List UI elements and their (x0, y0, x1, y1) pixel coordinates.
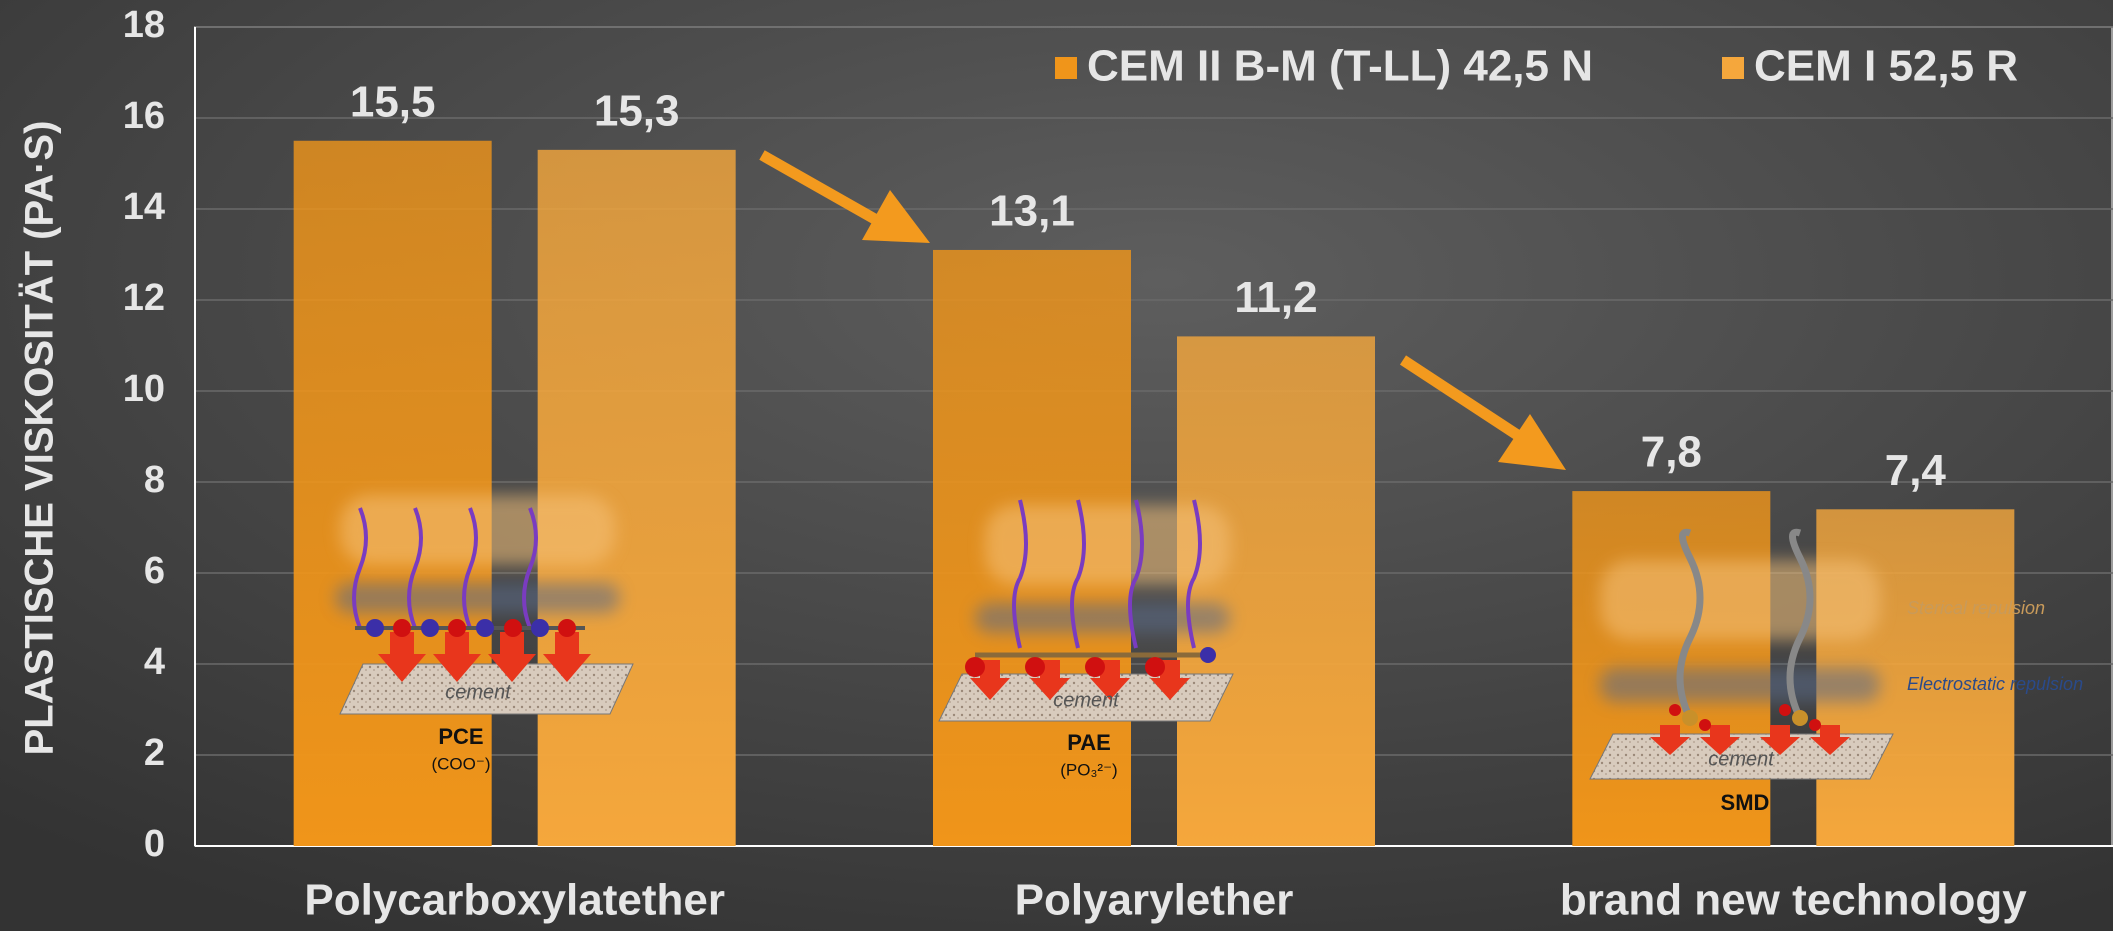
x-tick-label: Polycarboxylatether (304, 876, 725, 925)
arrow (759, 150, 883, 227)
arrow (1399, 355, 1529, 445)
adsorption-arrows (378, 632, 1850, 755)
legend-label: CEM II B-M (T-LL) 42,5 N (1087, 42, 1593, 91)
y-tick-label: 4 (144, 641, 165, 683)
legend-swatch (1055, 57, 1077, 79)
y-tick-label: 18 (123, 4, 165, 46)
atoms (366, 619, 1821, 731)
slab-label: cement (1708, 748, 1775, 770)
arrow-head (862, 190, 930, 243)
legend-swatch (1722, 57, 1744, 79)
bar (293, 140, 492, 846)
polymer-label: PAE (1067, 730, 1111, 755)
arrow-head (1498, 414, 1566, 470)
repulsion-label: Sterical repulsion (1907, 598, 2045, 618)
x-tick-label: Polyarylether (1015, 876, 1294, 925)
y-tick-label: 8 (144, 459, 165, 501)
value-label: 7,8 (1641, 428, 1702, 477)
y-tick-label: 14 (123, 186, 165, 228)
polymer-group: (PO₃²⁻) (1060, 760, 1117, 779)
value-label: 11,2 (1234, 273, 1317, 322)
x-tick-label: brand new technology (1560, 876, 2027, 925)
value-label: 15,5 (350, 77, 436, 126)
illustrations: cement cement cement PCE (COO⁻) PAE (PO₃… (335, 150, 2083, 815)
side-chains (352, 499, 1202, 649)
polymer-label: SMD (1721, 790, 1770, 815)
y-tick-label: 10 (123, 368, 165, 410)
y-tick-label: 2 (144, 732, 165, 774)
repulsion-bands (335, 495, 1880, 702)
polymer-label: PCE (438, 724, 483, 749)
polymer-group: (COO⁻) (431, 754, 490, 773)
y-axis-title: PLASTISCHE VISKOSITÄT (PA·S) (18, 121, 62, 756)
cement-slab (339, 663, 634, 715)
repulsion-label: Electrostatic repulsion (1907, 674, 2083, 694)
bar (1177, 336, 1375, 846)
y-tick-label: 6 (144, 550, 165, 592)
y-tick-label: 0 (144, 823, 165, 865)
value-label: 15,3 (594, 86, 680, 135)
slab-label: cement (445, 681, 512, 703)
value-label: 7,4 (1885, 446, 1947, 495)
slab-label: cement (1053, 689, 1120, 711)
y-tick-label: 16 (123, 95, 165, 137)
smd-chains (1676, 528, 1814, 720)
value-label: 13,1 (989, 187, 1075, 236)
y-tick-label: 12 (123, 277, 165, 319)
legend-label: CEM I 52,5 R (1754, 42, 2018, 91)
